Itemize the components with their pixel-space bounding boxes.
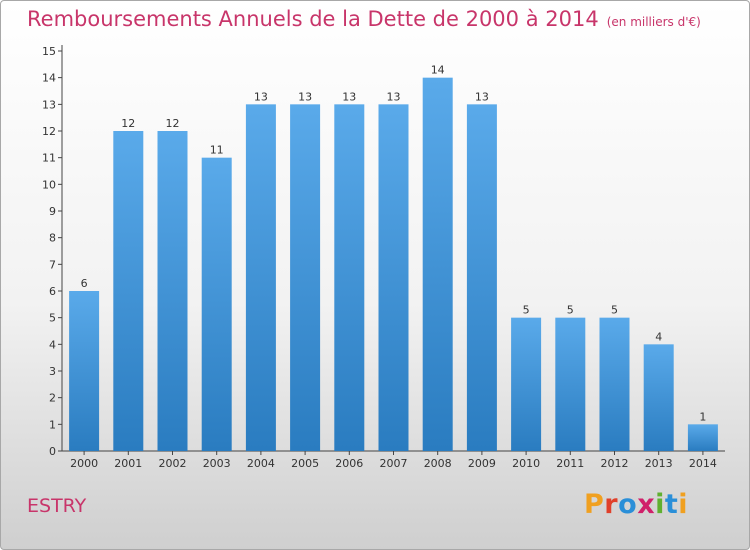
bar-2007: [378, 104, 409, 451]
data-label-2014: 1: [699, 410, 706, 423]
data-label-2003: 11: [210, 144, 224, 157]
y-tick-label: 11: [42, 152, 56, 165]
bar-2006: [334, 104, 365, 451]
x-tick-label-2005: 2005: [291, 457, 319, 470]
data-label-2007: 13: [387, 90, 401, 103]
bar-2005: [290, 104, 321, 451]
data-label-2005: 13: [298, 90, 312, 103]
x-tick-label-2013: 2013: [645, 457, 673, 470]
x-tick-label-2004: 2004: [247, 457, 275, 470]
bar-2003: [201, 157, 232, 451]
y-tick-label: 8: [49, 232, 56, 245]
x-tick-label-2009: 2009: [468, 457, 496, 470]
data-label-2012: 5: [611, 304, 618, 317]
title-text: Remboursements Annuels de la Dette de 20…: [27, 7, 599, 31]
y-tick-label: 1: [49, 418, 56, 431]
bar-2014: [687, 424, 718, 451]
data-label-2010: 5: [523, 304, 530, 317]
x-tick-label-2007: 2007: [380, 457, 408, 470]
data-label-2013: 4: [655, 330, 662, 343]
data-label-2002: 12: [166, 117, 180, 130]
x-tick-label-2010: 2010: [512, 457, 540, 470]
bars: [69, 77, 718, 452]
data-label-2009: 13: [475, 90, 489, 103]
bar-2004: [245, 104, 276, 451]
y-tick-label: 5: [49, 312, 56, 325]
x-axis: 2000 2001 2002 2003 2004 2005 2006 2007 2008 2009…: [62, 450, 725, 470]
y-tick-label: 0: [49, 445, 56, 458]
logo-letter: r: [604, 489, 619, 520]
x-tick-label-2011: 2011: [556, 457, 584, 470]
bar-2010: [511, 317, 542, 451]
bar-2011: [555, 317, 586, 451]
x-tick-label-2008: 2008: [424, 457, 452, 470]
bar-2001: [113, 131, 144, 451]
x-tick-label-2000: 2000: [70, 457, 98, 470]
data-label-2001: 12: [121, 117, 135, 130]
y-tick-label: 4: [49, 338, 56, 351]
x-tick-label-2003: 2003: [203, 457, 231, 470]
x-tick-label-2012: 2012: [601, 457, 629, 470]
data-label-2008: 14: [431, 64, 445, 77]
logo-letter: x: [637, 489, 656, 520]
y-tick-label: 13: [42, 98, 56, 111]
x-tick-label-2006: 2006: [335, 457, 363, 470]
chart-title: Remboursements Annuels de la Dette de 20…: [27, 7, 701, 31]
bar-2008: [422, 77, 453, 452]
title-unit: (en milliers d'€): [606, 15, 701, 29]
x-tick-label-2001: 2001: [114, 457, 142, 470]
proxiti-logo: Proxiti: [584, 489, 688, 520]
bar-2009: [466, 104, 497, 451]
y-tick-label: 2: [49, 392, 56, 405]
logo-letter: P: [584, 489, 605, 520]
y-tick-label: 7: [49, 258, 56, 271]
logo-letter: i: [678, 489, 689, 520]
y-tick-label: 9: [49, 205, 56, 218]
data-label-2006: 13: [342, 90, 356, 103]
data-labels: 6 12 12 11 13 13 13 13 14 13 5 5 5 4 1: [81, 64, 707, 424]
data-label-2011: 5: [567, 304, 574, 317]
logo-letter: t: [664, 489, 679, 520]
bar-2000: [69, 291, 100, 451]
y-tick-label: 6: [49, 285, 56, 298]
y-tick-label: 3: [49, 365, 56, 378]
logo-letter: o: [618, 489, 638, 520]
bar-2002: [157, 131, 188, 451]
bar-2012: [599, 317, 630, 451]
y-tick-label: 10: [42, 178, 56, 191]
data-label-2004: 13: [254, 90, 268, 103]
y-tick-label: 15: [42, 45, 56, 58]
commune-name: ESTRY: [27, 495, 87, 517]
y-tick-label: 12: [42, 125, 56, 138]
x-tick-label-2002: 2002: [159, 457, 187, 470]
logo-letter: i: [655, 489, 665, 520]
data-label-2000: 6: [81, 277, 88, 290]
bar-2013: [643, 344, 674, 451]
x-tick-label-2014: 2014: [689, 457, 717, 470]
y-tick-label: 14: [42, 72, 56, 85]
